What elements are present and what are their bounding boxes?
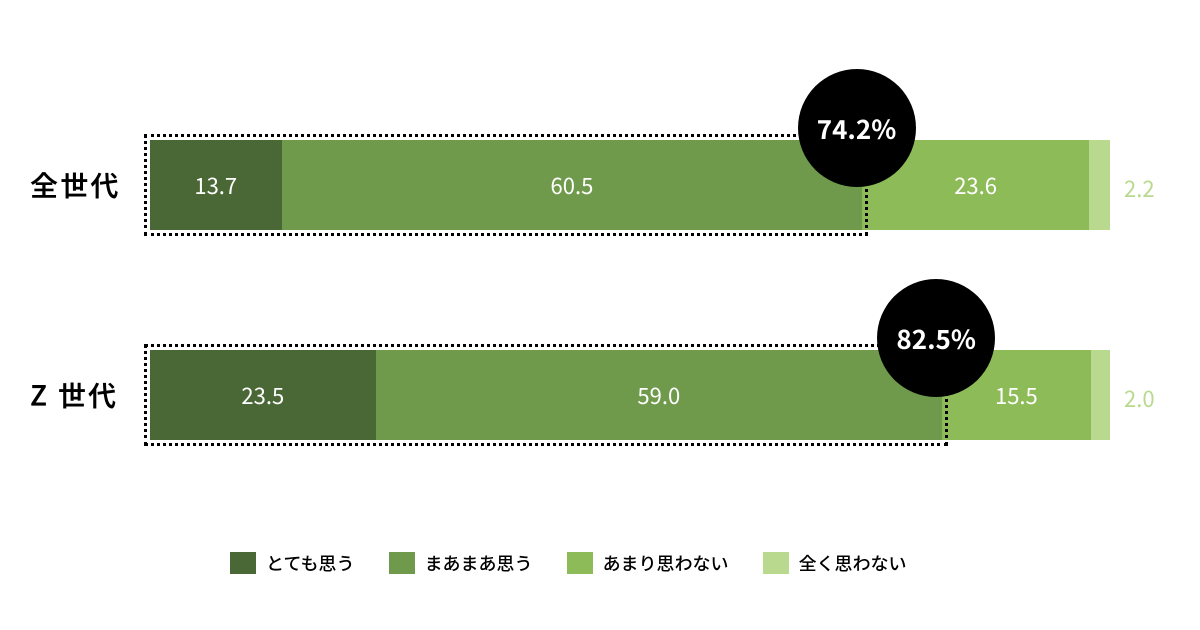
callout-badge: 82.5% <box>877 279 995 397</box>
stacked-bar: 13.7 60.5 23.6 <box>150 140 1110 230</box>
legend-label: 全く思わない <box>799 550 907 576</box>
callout-badge-value: 82.5% <box>896 320 976 357</box>
bar-segment-notatall <box>1089 140 1110 230</box>
legend-swatch <box>230 552 256 574</box>
bar-segment-somewhat: 59.0 <box>376 350 942 440</box>
bar-segment-somewhat: 60.5 <box>282 140 863 230</box>
bar-segment-notatall <box>1091 350 1110 440</box>
segment-value-label-outside: 2.0 <box>1124 382 1155 414</box>
chart-row: 全世代13.760.523.62.274.2% <box>0 140 1200 230</box>
callout-badge-value: 74.2% <box>817 110 897 147</box>
segment-value-label: 15.5 <box>995 379 1038 411</box>
legend-swatch <box>567 552 593 574</box>
chart-row: Z 世代23.559.015.52.082.5% <box>0 350 1200 440</box>
segment-value-label: 59.0 <box>637 379 680 411</box>
legend-label: とても思う <box>266 550 355 576</box>
row-label: Z 世代 <box>30 375 118 415</box>
segment-value-label-outside: 2.2 <box>1124 172 1155 204</box>
legend-item: まあまあ思う <box>389 550 533 576</box>
legend-label: あまり思わない <box>603 550 729 576</box>
segment-value-label: 60.5 <box>551 169 594 201</box>
legend: とても思う まあまあ思う あまり思わない 全く思わない <box>230 550 907 576</box>
row-label: 全世代 <box>30 165 121 205</box>
callout-badge: 74.2% <box>798 69 916 187</box>
legend-swatch <box>389 552 415 574</box>
legend-item: 全く思わない <box>763 550 907 576</box>
legend-item: あまり思わない <box>567 550 729 576</box>
segment-value-label: 23.5 <box>241 379 284 411</box>
legend-swatch <box>763 552 789 574</box>
segment-value-label: 23.6 <box>954 169 997 201</box>
bar-segment-very: 13.7 <box>150 140 282 230</box>
chart-canvas: 全世代 13.7 60.5 23.6 2.2 74.2% Z 世代 23.5 59.0 15.5 2… <box>0 0 1200 630</box>
legend-label: まあまあ思う <box>425 550 533 576</box>
bar-segment-very: 23.5 <box>150 350 376 440</box>
legend-item: とても思う <box>230 550 355 576</box>
segment-value-label: 13.7 <box>194 169 237 201</box>
